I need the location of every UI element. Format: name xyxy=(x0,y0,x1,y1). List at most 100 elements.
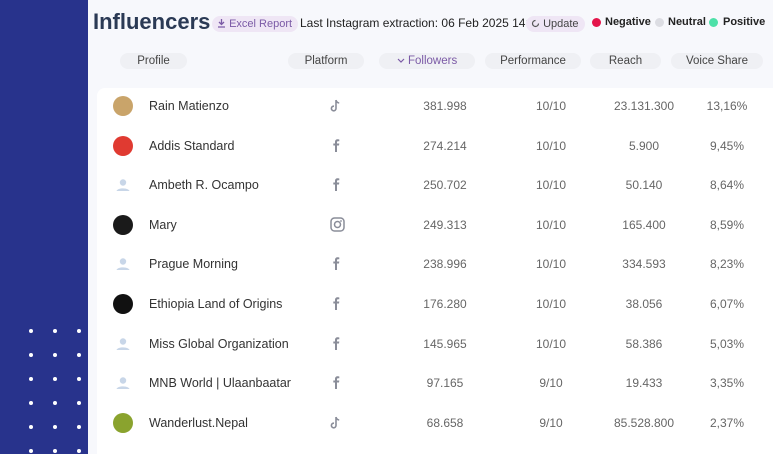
excel-button[interactable]: Excel Report xyxy=(212,16,299,32)
profile-name[interactable]: Mary xyxy=(149,217,177,232)
table-cell: 10/10 xyxy=(535,257,567,272)
decor-dot xyxy=(29,377,33,381)
profile-name[interactable]: Rain Matienzo xyxy=(149,99,229,113)
platform-icon xyxy=(330,375,346,396)
decor-dot xyxy=(53,449,57,453)
table xyxy=(97,88,773,454)
avatar xyxy=(113,254,133,279)
profile-name[interactable]: MNB World | Ulaanbaatar xyxy=(149,376,291,391)
update-button[interactable]: Update xyxy=(526,16,585,32)
legend-label[interactable]: Positive xyxy=(723,16,766,28)
table-cell: 10/10 xyxy=(535,138,567,153)
title: Influencers xyxy=(93,9,211,34)
column-header[interactable]: Platform xyxy=(288,53,364,69)
avatar xyxy=(113,294,133,319)
profile-name[interactable]: Addis Standard xyxy=(149,138,235,153)
table-cell: 5,03% xyxy=(709,336,745,351)
decor-dot xyxy=(53,425,57,429)
platform-icon xyxy=(330,217,346,238)
table-cell: 250.702 xyxy=(423,178,467,193)
table-cell: 19.433 xyxy=(625,376,663,391)
table-cell: 5.900 xyxy=(628,138,660,153)
table-cell: 8,64% xyxy=(709,178,745,193)
excel-label: Excel Report xyxy=(229,18,293,30)
extraction-info: Last Instagram extraction: 06 Feb 2025 1… xyxy=(300,16,543,30)
decor-dot xyxy=(29,329,33,333)
download-icon xyxy=(218,19,225,28)
legend-label[interactable]: Neutral xyxy=(668,16,706,28)
column-header[interactable]: Voice Share xyxy=(671,53,763,69)
platform-icon xyxy=(330,256,346,277)
decor-dot xyxy=(53,353,57,357)
platform-icon xyxy=(330,98,346,119)
table-cell: 23.131.300 xyxy=(613,99,675,113)
column-header[interactable]: Reach xyxy=(590,53,661,69)
table-cell: 176.280 xyxy=(423,297,467,311)
decor-dot xyxy=(77,401,81,405)
profile-name[interactable]: Wanderlust.Nepal xyxy=(149,415,248,430)
decor-dot xyxy=(77,353,81,357)
decor-dot xyxy=(29,425,33,429)
table-cell: 10/10 xyxy=(535,178,567,193)
table-cell: 58.386 xyxy=(625,336,663,351)
table-cell: 238.996 xyxy=(423,257,467,272)
decor-dot xyxy=(53,401,57,405)
profile-name[interactable]: Prague Morning xyxy=(149,257,238,272)
decor-dot xyxy=(29,353,33,357)
decor-dot xyxy=(53,329,57,333)
column-header[interactable]: Performance xyxy=(485,53,581,69)
table-cell: 381.998 xyxy=(423,99,467,113)
avatar xyxy=(113,373,133,398)
platform-icon xyxy=(330,336,346,357)
avatar xyxy=(113,333,133,359)
decor-dot xyxy=(77,377,81,381)
legend-dot xyxy=(592,18,601,27)
table-cell: 10/10 xyxy=(535,336,567,351)
column-header-label: Followers xyxy=(407,55,458,67)
table-cell: 10/10 xyxy=(535,297,567,311)
avatar xyxy=(113,96,133,121)
legend-dot xyxy=(655,18,664,27)
avatar xyxy=(113,412,133,438)
table-cell: 10/10 xyxy=(535,99,567,113)
platform-icon xyxy=(330,138,346,159)
decor-dot xyxy=(29,449,33,453)
table-cell: 8,59% xyxy=(709,217,745,232)
avatar xyxy=(113,175,133,200)
table-cell: 145.965 xyxy=(423,336,467,351)
profile-name[interactable]: Ambeth R. Ocampo xyxy=(149,178,259,193)
table-cell: 9,45% xyxy=(709,138,745,153)
table-cell: 97.165 xyxy=(426,376,464,391)
profile-name[interactable]: Ethiopia Land of Origins xyxy=(149,297,283,311)
column-header[interactable]: Profile xyxy=(120,53,187,69)
sort-icon xyxy=(397,58,405,63)
table-cell: 8,23% xyxy=(709,257,745,272)
avatar xyxy=(113,214,133,240)
table-cell: 249.313 xyxy=(423,217,467,232)
refresh-icon xyxy=(531,19,540,28)
table-cell: 274.214 xyxy=(423,138,467,153)
avatar xyxy=(113,135,133,161)
table-cell: 85.528.800 xyxy=(613,415,675,430)
decor-dot xyxy=(77,449,81,453)
table-cell: 50.140 xyxy=(625,178,663,193)
table-cell: 9/10 xyxy=(539,415,563,430)
decor-dot xyxy=(77,329,81,333)
platform-icon xyxy=(330,296,346,317)
table-cell: 38.056 xyxy=(625,297,663,311)
decor-dot xyxy=(53,377,57,381)
table-cell: 10/10 xyxy=(535,217,567,232)
legend-dot xyxy=(709,18,718,27)
table-cell: 3,35% xyxy=(709,376,745,391)
table-cell: 165.400 xyxy=(622,217,666,232)
decor-dot xyxy=(77,425,81,429)
table-cell: 2,37% xyxy=(709,415,745,430)
table-cell: 13,16% xyxy=(706,99,748,113)
column-header[interactable]: Followers xyxy=(379,53,475,69)
update-label: Update xyxy=(543,18,579,30)
table-cell: 334.593 xyxy=(622,257,666,272)
platform-icon xyxy=(330,415,346,436)
profile-name[interactable]: Miss Global Organization xyxy=(149,336,289,351)
legend-label[interactable]: Negative xyxy=(605,16,651,28)
